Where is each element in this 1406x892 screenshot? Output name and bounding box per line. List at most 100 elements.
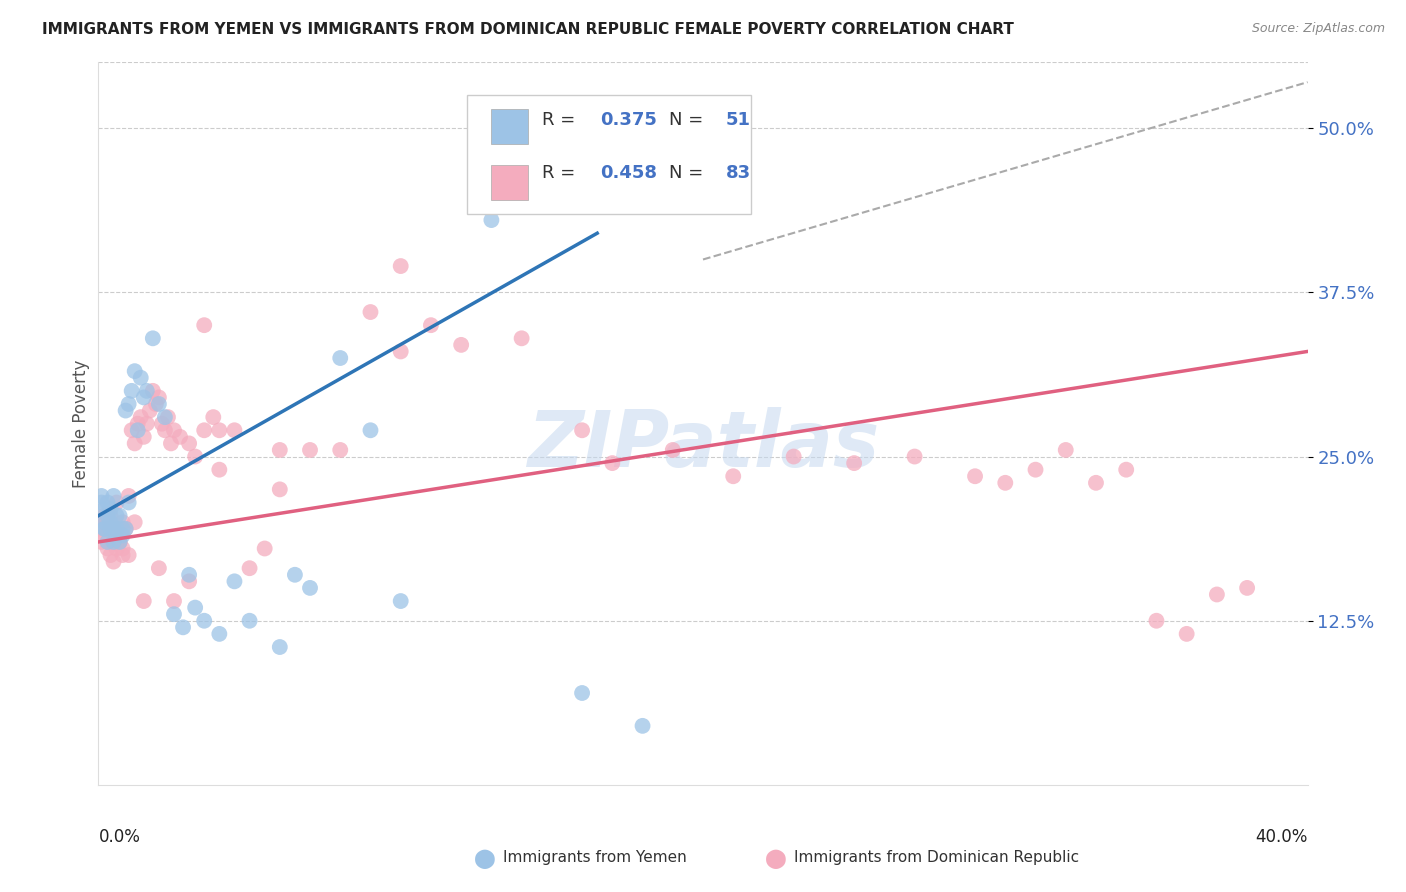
Point <box>631 719 654 733</box>
Point <box>139 403 162 417</box>
Point <box>114 403 136 417</box>
Point <box>208 627 231 641</box>
Point <box>661 442 683 457</box>
Point <box>153 423 176 437</box>
Point <box>202 410 225 425</box>
Point <box>184 600 207 615</box>
Point <box>904 450 927 464</box>
Point <box>135 384 157 398</box>
Point <box>160 436 183 450</box>
Text: N =: N = <box>669 111 709 128</box>
Point <box>132 430 155 444</box>
Point <box>329 351 352 365</box>
Point <box>103 555 125 569</box>
Point <box>1054 442 1077 457</box>
Point <box>129 410 152 425</box>
Point <box>100 522 122 536</box>
Point <box>105 508 128 523</box>
Point <box>571 686 593 700</box>
Point <box>90 495 112 509</box>
Text: ⬤: ⬤ <box>474 850 496 870</box>
Point <box>389 344 412 359</box>
Point <box>360 305 382 319</box>
Point <box>108 508 131 523</box>
Point <box>108 535 131 549</box>
Point <box>114 522 136 536</box>
FancyBboxPatch shape <box>492 110 527 145</box>
Point <box>783 450 806 464</box>
Text: R =: R = <box>543 163 581 182</box>
Point <box>1175 627 1198 641</box>
Text: IMMIGRANTS FROM YEMEN VS IMMIGRANTS FROM DOMINICAN REPUBLIC FEMALE POVERTY CORRE: IMMIGRANTS FROM YEMEN VS IMMIGRANTS FROM… <box>42 22 1014 37</box>
Point <box>389 594 412 608</box>
Point <box>253 541 276 556</box>
Point <box>1236 581 1258 595</box>
Point <box>163 607 186 622</box>
Point <box>103 522 125 536</box>
Text: ZIPatlas: ZIPatlas <box>527 408 879 483</box>
Text: 0.0%: 0.0% <box>98 829 141 847</box>
Point <box>571 423 593 437</box>
Point <box>135 417 157 431</box>
Text: 83: 83 <box>725 163 751 182</box>
Point <box>184 450 207 464</box>
Point <box>239 614 262 628</box>
Point <box>1085 475 1108 490</box>
Y-axis label: Female Poverty: Female Poverty <box>72 359 90 488</box>
Point <box>299 581 322 595</box>
Text: Source: ZipAtlas.com: Source: ZipAtlas.com <box>1251 22 1385 36</box>
Point <box>93 502 115 516</box>
Text: 0.458: 0.458 <box>600 163 657 182</box>
Point <box>111 515 134 529</box>
Point <box>100 508 122 523</box>
Point <box>118 489 141 503</box>
Point <box>96 535 118 549</box>
Point <box>93 515 115 529</box>
Point <box>148 561 170 575</box>
Point <box>103 535 125 549</box>
Point <box>193 423 215 437</box>
Point <box>96 495 118 509</box>
Point <box>329 442 352 457</box>
Point <box>105 495 128 509</box>
Point <box>100 515 122 529</box>
Point <box>172 620 194 634</box>
Point <box>127 423 149 437</box>
Point <box>723 469 745 483</box>
FancyBboxPatch shape <box>467 95 751 214</box>
Point <box>96 541 118 556</box>
Point <box>163 423 186 437</box>
Point <box>179 436 201 450</box>
Point <box>103 489 125 503</box>
Point <box>1206 587 1229 601</box>
Point <box>118 495 141 509</box>
Point <box>142 384 165 398</box>
Point <box>179 574 201 589</box>
Point <box>994 475 1017 490</box>
Point <box>208 463 231 477</box>
Point <box>108 535 131 549</box>
Point <box>96 522 118 536</box>
Point <box>224 423 246 437</box>
Point <box>103 522 125 536</box>
Point <box>269 442 291 457</box>
Point <box>100 548 122 562</box>
Point <box>148 397 170 411</box>
Point <box>103 535 125 549</box>
Point <box>148 391 170 405</box>
Point <box>111 522 134 536</box>
Point <box>121 384 143 398</box>
Point <box>224 574 246 589</box>
Point <box>132 391 155 405</box>
Point <box>193 614 215 628</box>
Point <box>156 410 179 425</box>
Text: ⬤: ⬤ <box>765 850 786 870</box>
Point <box>90 535 112 549</box>
FancyBboxPatch shape <box>492 165 527 200</box>
Point <box>269 483 291 497</box>
Point <box>111 528 134 542</box>
Text: 51: 51 <box>725 111 751 128</box>
Point <box>96 535 118 549</box>
Point <box>93 522 115 536</box>
Point <box>105 522 128 536</box>
